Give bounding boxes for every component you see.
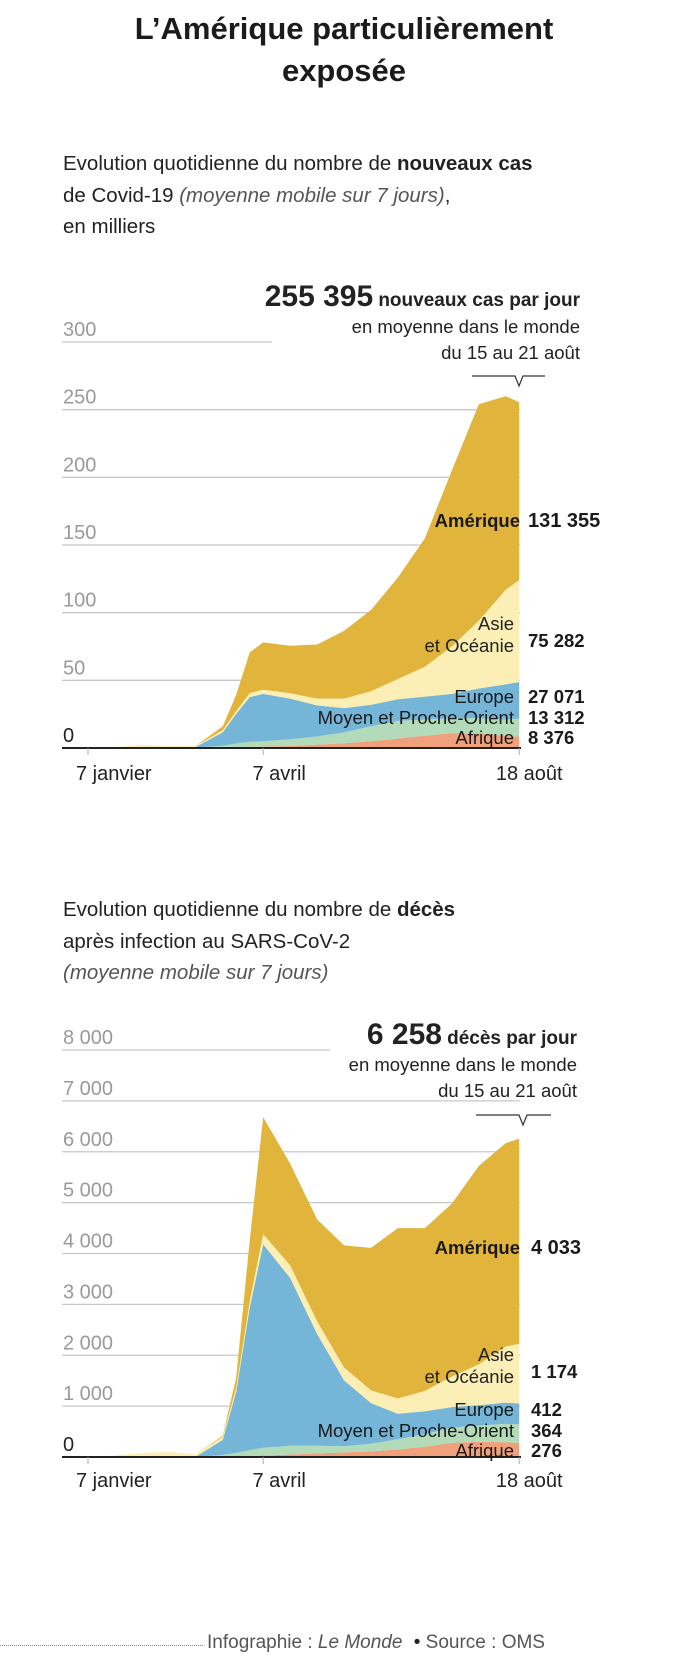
chart-2: 0 1 000 2 000 3 000 4 000 5 000 6 000 7 000 8 00… [62,1027,581,1492]
area-asie-et-océanie [88,580,520,748]
series-label: et Océanie [425,635,514,656]
area-moyen-et-proche-orient [88,718,520,748]
series-label: et Océanie [425,1366,514,1387]
series-label: Afrique [455,1440,514,1461]
chart2-subtitle: Evolution quotidienne du nombre de décès… [63,894,455,989]
series-end-value: 1 174 [531,1361,578,1382]
series-label: Afrique [455,727,514,748]
bullet: • [413,1632,421,1653]
series-label: Amérique [435,1237,520,1258]
area-afrique [88,1441,520,1457]
footer-divider [0,1645,203,1646]
y-tick-label: 150 [63,522,96,544]
series-end-value: 4 033 [531,1237,581,1259]
page-title: L’Amérique particulièrement exposée [134,11,554,88]
subtitle-unit: en milliers [63,215,156,238]
x-tick-label: 18 août [496,763,563,785]
series-end-value: 364 [531,1420,563,1441]
annotation-value: 6 258 [366,1018,442,1051]
y-tick-label: 1 000 [63,1383,113,1405]
y-tick-label: 7 000 [63,1078,113,1100]
subtitle-comma: , [444,183,451,207]
chart2-annotation: 6 258 décès par jour en moyenne dans le … [348,1020,577,1104]
y-tick-label: 3 000 [63,1281,113,1303]
series-label: Moyen et Proche-Orient [318,1420,514,1441]
area-moyen-et-proche-orient [88,1423,520,1457]
subtitle-bold: nouveaux cas [396,152,533,175]
y-tick-label: 100 [63,590,96,612]
period-bracket [472,375,545,388]
chart-1: 0 50 100 150 200 250 300 7 janvier 7 avril 18 aoû… [62,319,600,785]
series-label: Europe [454,686,514,707]
y-tick-label: 0 [63,725,74,747]
chart1-annotation: 255 395 nouveaux cas par jour en moyenne… [265,282,580,366]
series-end-value: 27 071 [528,686,585,707]
subtitle-text: Evolution quotidienne du nombre de [63,152,397,175]
series-label: Moyen et Proche-Orient [318,707,514,728]
source-text: Source : OMS [425,1632,545,1653]
subtitle-bold: décès [396,898,456,921]
x-tick-label: 7 janvier [76,1470,152,1492]
y-tick-label: 250 [63,387,96,409]
area-asie-et-océanie [88,1234,520,1457]
y-tick-label: 0 [63,1434,74,1456]
subtitle-italic: (moyenne mobile sur 7 jours) [63,961,329,984]
x-tick-label: 7 avril [252,1470,305,1492]
series-label: Europe [454,1399,514,1420]
series-end-value: 75 282 [528,630,585,651]
annotation-line: du 15 au 21 août [438,1080,577,1101]
y-tick-label: 6 000 [63,1129,113,1151]
annotation-label: décès par jour [447,1028,577,1049]
annotation-line: en moyenne dans le monde [348,1054,577,1075]
subtitle-text: après infection au SARS-CoV-2 [63,929,351,953]
series-end-value: 276 [531,1440,562,1461]
y-tick-label: 5 000 [63,1180,113,1202]
y-tick-label: 300 [63,319,96,341]
annotation-value: 255 395 [264,280,374,313]
series-end-value: 13 312 [528,707,585,728]
series-end-value: 131 355 [528,510,600,532]
annotation-line: en moyenne dans le monde [351,316,580,337]
y-tick-label: 50 [63,657,85,679]
x-tick-label: 18 août [496,1470,563,1492]
series-label: Amérique [435,510,520,531]
area-amérique [88,1117,520,1457]
series-end-value: 412 [531,1399,562,1420]
area-europe [88,682,520,748]
annotation-line: du 15 au 21 août [441,342,580,363]
area-afrique [88,733,520,748]
area-europe [88,1244,520,1457]
y-tick-label: 8 000 [63,1027,113,1049]
series-label: Asie [478,1344,514,1365]
series-label: Asie [478,613,514,634]
subtitle-italic: (moyenne mobile sur 7 jours) [179,183,445,207]
y-tick-label: 200 [63,454,96,476]
period-bracket [476,1114,551,1127]
area-amérique [88,396,520,748]
series-end-value: 8 376 [528,727,574,748]
x-tick-label: 7 janvier [76,763,152,785]
credit-name: Le Monde [317,1632,403,1653]
y-tick-label: 4 000 [63,1231,113,1253]
x-tick-label: 7 avril [252,763,305,785]
chart1-subtitle: Evolution quotidienne du nombre de nouve… [63,148,533,243]
footer-credit: Infographie : Le Monde • Source : OMS [207,1632,545,1654]
annotation-label: nouveaux cas par jour [378,290,580,311]
subtitle-text: de Covid-19 [63,183,180,207]
y-tick-label: 2 000 [63,1332,113,1354]
subtitle-text: Evolution quotidienne du nombre de [63,898,397,921]
credit-prefix: Infographie : [207,1632,318,1653]
